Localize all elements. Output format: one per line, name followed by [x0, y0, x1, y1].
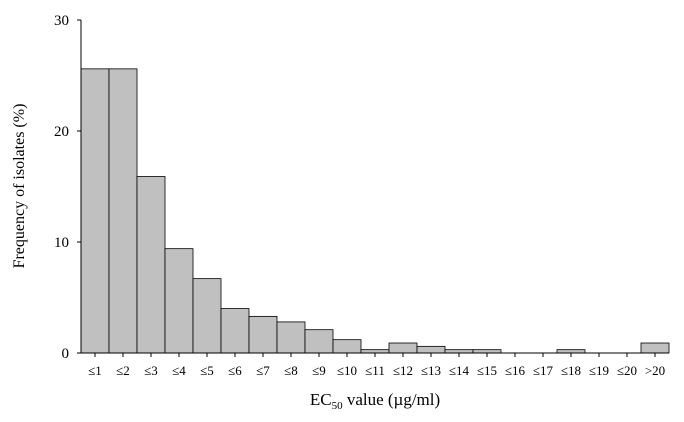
bar-21 [640, 342, 670, 354]
bar-9 [304, 329, 334, 354]
x-tick-label: ≤20 [617, 363, 637, 378]
bar-8 [276, 321, 306, 354]
y-axis-title: Frequency of isolates (%) [11, 104, 28, 269]
y-tick-label: 30 [54, 13, 69, 29]
x-tick-label: ≤16 [505, 363, 526, 378]
bar-12 [388, 342, 418, 354]
x-tick-label: ≤19 [589, 363, 609, 378]
y-ticks-group: 0 10 20 30 [54, 13, 81, 362]
bar-5 [192, 278, 222, 354]
x-axis-title-main: EC [310, 390, 332, 409]
x-tick-label: ≤12 [393, 363, 413, 378]
bar-6 [220, 308, 250, 354]
bar-10 [332, 339, 362, 354]
x-tick-label: ≤13 [421, 363, 441, 378]
y-tick-label: 0 [62, 346, 70, 362]
x-tick-label: ≤11 [365, 363, 385, 378]
x-tick-label: ≤17 [533, 363, 554, 378]
x-axis-title-rest: value (µg/ml) [343, 390, 441, 409]
bar-2 [108, 68, 138, 354]
x-tick-label: ≤8 [284, 363, 298, 378]
x-tick-label: ≤2 [116, 363, 130, 378]
x-tick-label: ≤18 [561, 363, 581, 378]
x-tick-label: ≤3 [144, 363, 158, 378]
x-tick-label: >20 [645, 363, 665, 378]
x-tick-label: ≤14 [449, 363, 470, 378]
x-axis-title-subscript: 50 [332, 400, 344, 412]
x-tick-label: ≤1 [88, 363, 102, 378]
x-tick-label: ≤15 [477, 363, 497, 378]
y-tick-label: 20 [54, 124, 69, 140]
x-tick-label: ≤6 [228, 363, 242, 378]
bar-3 [136, 176, 166, 354]
bar-7 [248, 315, 278, 354]
bars-group [80, 68, 670, 354]
x-tick-label: ≤5 [200, 363, 214, 378]
x-axis-title: EC50 value (µg/ml) [310, 390, 440, 412]
x-tick-label: ≤9 [312, 363, 326, 378]
bar-1 [80, 68, 110, 354]
bar-13 [416, 345, 446, 354]
bar-4 [164, 248, 194, 354]
x-tick-label: ≤7 [256, 363, 270, 378]
y-tick-label: 10 [54, 235, 69, 251]
x-tick-label: ≤10 [337, 363, 357, 378]
x-ticks-group: ≤1 ≤2 ≤3 ≤4 ≤5 ≤6 ≤7 ≤8 ≤9 ≤10 ≤11 ≤12 ≤13 ≤14 ≤15 ≤16 ≤… [88, 353, 665, 378]
x-tick-label: ≤4 [172, 363, 186, 378]
